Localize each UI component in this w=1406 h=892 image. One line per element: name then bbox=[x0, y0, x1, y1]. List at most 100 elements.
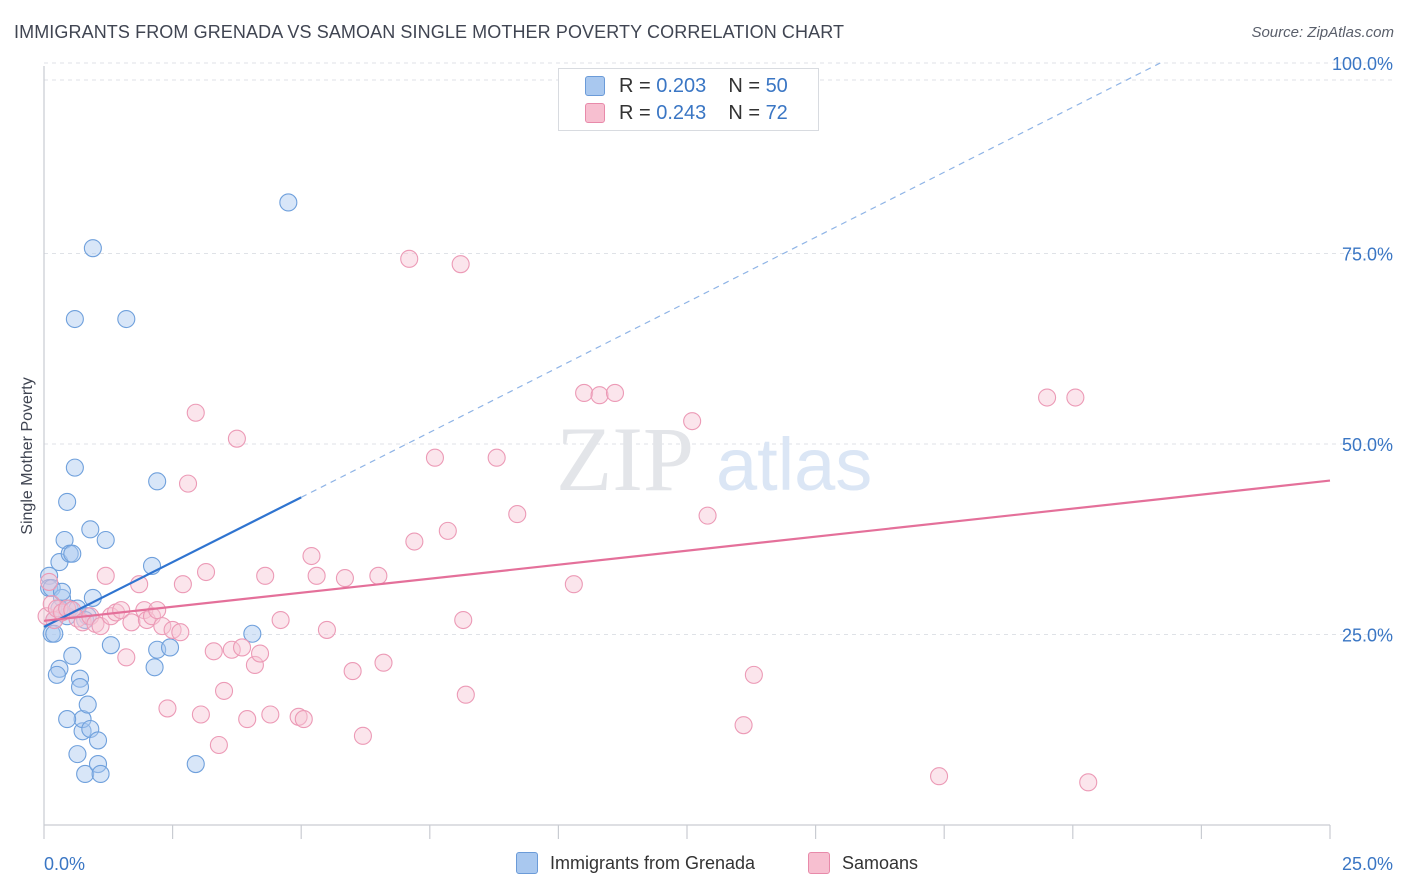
samoans-point bbox=[158, 699, 177, 718]
samoans-point bbox=[508, 505, 527, 524]
legend-swatch-pink bbox=[585, 103, 605, 123]
samoans-point bbox=[250, 644, 270, 663]
watermark-zip: ZIP bbox=[556, 408, 694, 510]
samoans-point bbox=[698, 506, 717, 525]
samoans-point bbox=[96, 566, 115, 585]
samoans-point bbox=[153, 617, 172, 636]
samoans-point bbox=[117, 648, 136, 667]
watermark-atlas: atlas bbox=[716, 423, 872, 506]
grenada-point bbox=[96, 530, 115, 550]
grenada-point bbox=[88, 731, 108, 750]
grenada-point bbox=[68, 745, 87, 764]
x-tick-label: 0.0% bbox=[44, 854, 85, 874]
samoans-point bbox=[454, 610, 473, 630]
samoans-point bbox=[227, 429, 246, 448]
samoans-point bbox=[214, 681, 234, 700]
samoans-point bbox=[232, 638, 252, 657]
grenada-point bbox=[81, 520, 100, 539]
samoans-point bbox=[400, 249, 419, 268]
grenada-point bbox=[279, 193, 298, 212]
samoans-point bbox=[294, 710, 313, 729]
samoans-point bbox=[178, 474, 198, 493]
legend-r-label: R = bbox=[619, 74, 651, 97]
samoans-point bbox=[425, 448, 444, 467]
samoans-point bbox=[317, 620, 336, 639]
samoans-point bbox=[930, 767, 949, 786]
legend-r-value: 0.203 bbox=[656, 74, 707, 97]
legend-swatch-blue bbox=[516, 852, 538, 874]
samoans-point bbox=[353, 726, 372, 745]
y-tick-label: 25.0% bbox=[1342, 626, 1393, 646]
samoans-point bbox=[173, 575, 192, 594]
samoans-point bbox=[590, 386, 609, 405]
grenada-point bbox=[45, 624, 64, 643]
legend-n-value: 50 bbox=[765, 74, 788, 97]
samoans-point bbox=[122, 613, 141, 632]
samoans-point bbox=[374, 653, 393, 672]
samoans-point bbox=[683, 412, 702, 431]
samoans-point bbox=[271, 610, 290, 630]
legend-item-grenada: Immigrants from Grenada bbox=[516, 852, 755, 874]
grenada-point bbox=[58, 710, 77, 729]
chart-title: IMMIGRANTS FROM GRENADA VS SAMOAN SINGLE… bbox=[14, 22, 845, 42]
samoans-point bbox=[261, 705, 280, 724]
samoans-point bbox=[438, 521, 457, 540]
grenada-point bbox=[73, 710, 92, 729]
grenada-point bbox=[47, 665, 66, 684]
samoans-point bbox=[209, 735, 228, 755]
grenada-point bbox=[58, 492, 77, 511]
grenada-point bbox=[70, 678, 90, 697]
legend-n-label: N = bbox=[728, 74, 760, 97]
samoans-point bbox=[245, 655, 264, 675]
samoans-point bbox=[40, 572, 59, 591]
samoans-point bbox=[744, 665, 763, 684]
legend-r-label: R = bbox=[619, 101, 651, 124]
legend-r-value: 0.243 bbox=[656, 101, 707, 124]
samoans-point bbox=[575, 383, 594, 402]
samoans-point bbox=[302, 546, 321, 566]
samoans-point bbox=[1038, 388, 1057, 407]
samoans-point bbox=[307, 566, 326, 585]
legend-series-name: Immigrants from Grenada bbox=[550, 852, 756, 873]
samoans-point bbox=[1066, 388, 1085, 407]
series-legend: Immigrants from Grenada Samoans bbox=[0, 852, 1406, 878]
legend-series-name: Samoans bbox=[842, 852, 919, 873]
correlation-legend: R = 0.203 N = 50 R = 0.243 N = 72 bbox=[558, 68, 819, 131]
grenada-point bbox=[186, 754, 205, 774]
samoans-point bbox=[605, 383, 625, 402]
legend-row-grenada: R = 0.203 N = 50 bbox=[585, 73, 788, 99]
grenada-point bbox=[91, 764, 110, 783]
grenada-point bbox=[145, 658, 164, 677]
grenada-point bbox=[76, 764, 95, 783]
samoans-point bbox=[204, 642, 223, 661]
grenada-point bbox=[78, 695, 97, 714]
samoans-trend-line bbox=[43, 479, 1331, 622]
samoans-point bbox=[343, 662, 362, 681]
grenada-point bbox=[101, 636, 120, 655]
grenada-point bbox=[148, 472, 167, 491]
grenada-point bbox=[243, 624, 262, 643]
legend-row-samoans: R = 0.243 N = 72 bbox=[585, 100, 788, 126]
grenada-trend-line bbox=[43, 496, 302, 628]
samoans-point bbox=[451, 255, 470, 274]
source-label: Source: ZipAtlas.com bbox=[1251, 24, 1394, 41]
samoans-point bbox=[487, 448, 506, 467]
grenada-point bbox=[65, 458, 84, 477]
legend-item-samoans: Samoans bbox=[808, 852, 918, 874]
samoans-point bbox=[1079, 773, 1098, 792]
legend-swatch-blue bbox=[585, 76, 605, 96]
grenada-point bbox=[63, 646, 82, 665]
grenada-point bbox=[117, 309, 136, 329]
samoans-point bbox=[335, 569, 354, 588]
legend-swatch-pink bbox=[808, 852, 830, 874]
samoans-point bbox=[238, 710, 257, 729]
samoans-point bbox=[564, 575, 583, 594]
grenada-point bbox=[55, 530, 74, 550]
samoans-point bbox=[191, 705, 210, 724]
samoans-point bbox=[405, 532, 424, 551]
y-tick-label: 75.0% bbox=[1342, 245, 1393, 265]
y-tick-label: 100.0% bbox=[1332, 54, 1393, 74]
samoans-point bbox=[112, 601, 131, 620]
grenada-point bbox=[160, 638, 180, 657]
